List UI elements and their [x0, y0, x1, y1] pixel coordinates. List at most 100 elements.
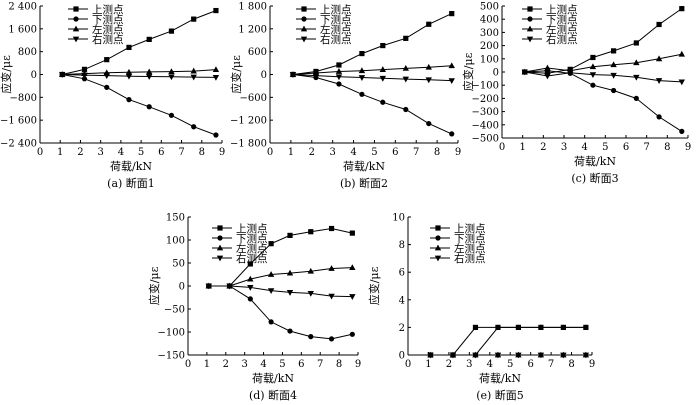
y-tick-label: 500: [480, 2, 499, 13]
data-point: [515, 352, 522, 359]
series-line-1: [430, 326, 586, 356]
data-point: [359, 50, 365, 57]
y-axis-label: 应变/με: [367, 266, 381, 305]
legend-marker: [527, 16, 533, 22]
series-line-3: [524, 53, 682, 73]
legend-marker: [72, 25, 80, 32]
data-point: [426, 21, 432, 27]
legend-label: 上测点: [92, 3, 124, 16]
data-point: [286, 269, 294, 276]
y-tick-label: −100: [472, 81, 499, 92]
data-point: [191, 124, 197, 130]
series-line-4: [62, 74, 216, 78]
y-tick-label: −50: [164, 305, 185, 316]
data-point: [402, 76, 409, 83]
chart-panel-3: 0 1 2 3 4 5 6 7 8 9 −500 −400 −300 −200 −100 0 100 200 300…: [461, 2, 691, 186]
data-point: [495, 324, 501, 330]
chart-panel-2: 0 1 2 3 4 5 6 7 8 9 −1 800 −1 200 −600 0 600 1 200 1 800…: [229, 2, 461, 191]
data-point: [168, 74, 175, 81]
data-point: [611, 48, 617, 54]
data-point: [213, 7, 219, 14]
y-tick-label: 600: [248, 47, 267, 58]
data-point: [247, 261, 253, 267]
data-point: [125, 73, 133, 80]
x-tick-label: 7: [413, 147, 419, 158]
x-tick-label: 0: [405, 359, 411, 370]
x-tick-label: 5: [279, 359, 285, 370]
data-point: [336, 81, 342, 87]
x-axis-label: 荷载/kN: [343, 160, 385, 173]
y-tick-label: 0: [179, 282, 185, 293]
y-axis-label: 应变/με: [229, 55, 243, 94]
legend-marker: [216, 244, 224, 251]
y-tick-label: 0: [31, 70, 37, 81]
chart-panel-1: 0 1 2 3 4 5 6 7 8 9 −2 400 −1 600 −800 0 800 1 600 2 400…: [0, 2, 225, 191]
data-point: [379, 75, 386, 82]
data-point: [472, 324, 479, 330]
x-tick-label: 9: [685, 142, 691, 153]
x-tick-label: 2: [446, 359, 452, 370]
x-axis-label: 荷载/kN: [479, 372, 521, 385]
y-tick-label: 200: [480, 41, 499, 52]
data-point: [610, 72, 617, 79]
legend-label: 右测点: [92, 33, 124, 46]
legend-label: 左测点: [236, 242, 268, 255]
legend-marker: [435, 225, 441, 231]
data-point: [349, 230, 355, 236]
data-point: [426, 120, 432, 127]
data-point: [81, 72, 88, 79]
series-line-1: [62, 10, 217, 75]
x-tick-label: 1: [204, 359, 210, 370]
y-tick-label: 800: [18, 47, 37, 58]
data-point: [679, 128, 685, 134]
data-point: [610, 61, 617, 68]
data-point: [247, 275, 254, 282]
data-point: [449, 11, 455, 17]
data-point: [146, 104, 152, 110]
data-point: [449, 131, 455, 137]
x-tick-label: 3: [97, 147, 103, 158]
data-point: [656, 21, 662, 28]
data-point: [633, 59, 640, 66]
x-tick-label: 8: [664, 142, 670, 153]
x-tick-label: 2: [540, 142, 546, 153]
y-tick-label: −100: [158, 328, 185, 339]
data-point: [146, 68, 153, 75]
data-point: [168, 68, 175, 75]
y-tick-label: 0: [493, 68, 499, 79]
x-tick-label: 7: [178, 147, 184, 158]
data-point: [335, 74, 343, 81]
data-point: [403, 106, 409, 113]
series-line-3: [292, 65, 452, 75]
data-point: [59, 72, 66, 78]
data-point: [380, 99, 386, 105]
y-tick-label: −150: [158, 351, 185, 362]
x-tick-label: 6: [623, 142, 629, 153]
legend-marker: [526, 36, 534, 43]
x-tick-label: 8: [336, 359, 342, 370]
y-tick-label: −1 200: [230, 116, 267, 127]
series-line-1: [524, 8, 683, 74]
data-point: [521, 69, 528, 76]
data-point: [402, 65, 409, 71]
data-point: [287, 328, 293, 334]
panel-caption: (d) 断面4: [249, 388, 297, 402]
series-line-2: [208, 285, 353, 340]
legend-label: 左测点: [320, 23, 352, 36]
panel-caption: (e) 断面5: [476, 388, 524, 402]
legend-marker: [301, 6, 307, 12]
data-point: [611, 87, 617, 94]
y-tick-label: −1 800: [230, 139, 267, 150]
series-line-2: [62, 74, 217, 136]
legend-label: 左测点: [546, 23, 578, 36]
data-point: [168, 28, 175, 34]
series-line-2: [430, 326, 586, 356]
data-point: [104, 84, 110, 90]
data-point: [448, 78, 455, 84]
data-point: [190, 74, 197, 81]
y-axis-label: 应变/με: [147, 266, 161, 305]
data-point: [268, 319, 274, 325]
data-point: [146, 36, 152, 42]
series-line-1: [292, 13, 452, 75]
x-tick-label: 2: [309, 147, 315, 158]
